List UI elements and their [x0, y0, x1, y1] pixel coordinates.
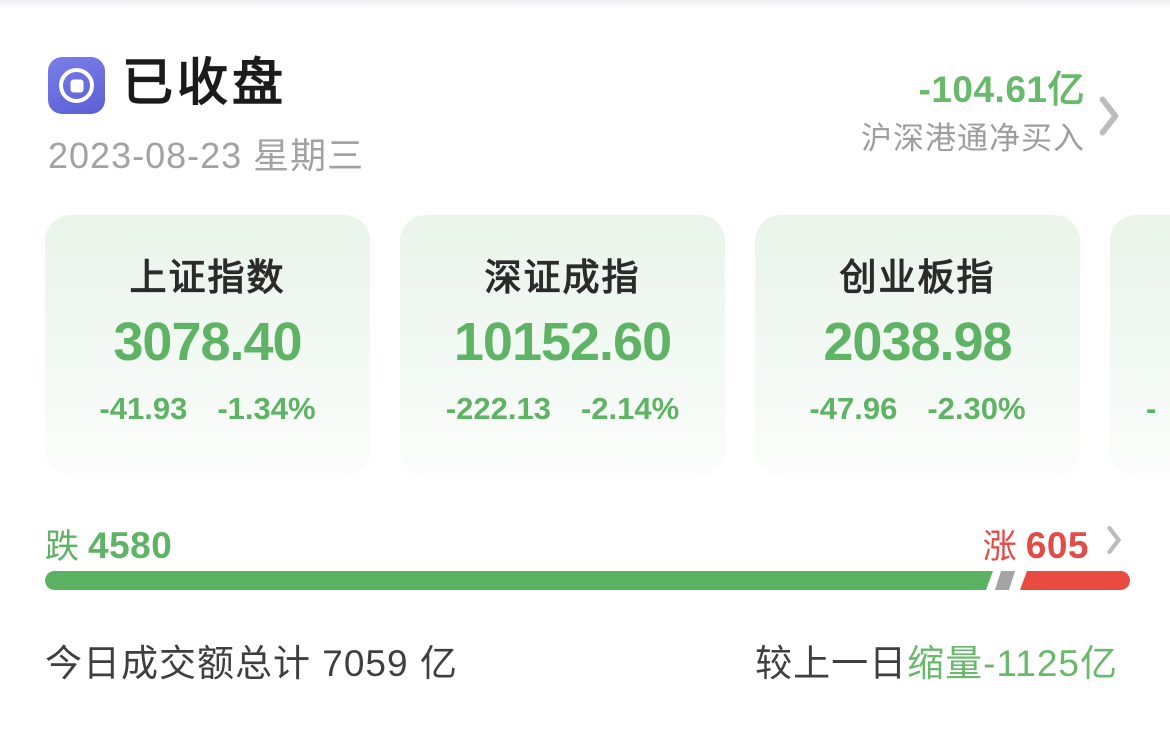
index-change-row: -222.13 -2.14%	[400, 391, 725, 427]
index-value	[1110, 313, 1170, 371]
index-value: 2038.98	[823, 312, 1012, 372]
index-change-row: -41.93 -1.34%	[45, 391, 370, 427]
breadth-bar-decliners-segment	[45, 571, 993, 590]
chevron-right-icon[interactable]	[1098, 95, 1120, 137]
today-turnover-text: 今日成交额总计 7059 亿	[45, 643, 458, 684]
index-value: 10152.60	[453, 312, 672, 372]
advancers-label: 涨	[982, 528, 1017, 566]
top-edge-divider	[0, 0, 1170, 10]
index-change-pct: -2.14%	[580, 391, 680, 426]
advancers-number: 605	[1025, 525, 1089, 566]
market-status-title: 已收盘	[122, 54, 288, 111]
index-change-pct: -2.30%	[927, 391, 1026, 426]
index-card-chinext[interactable]: 创业板指 2038.98 -47.96 -2.30%	[755, 215, 1080, 477]
index-name: 创业板指	[839, 257, 996, 298]
index-value: 3078.40	[113, 312, 302, 372]
index-change-row: -47.96 -2.30%	[755, 391, 1080, 427]
decliners-label: 跌	[45, 528, 79, 566]
northbound-net-buy-label: 沪深港通净买入	[861, 121, 1085, 156]
index-change-pct: -1.34%	[217, 391, 316, 426]
index-card-shanghai[interactable]: 上证指数 3078.40 -41.93 -1.34%	[45, 215, 370, 477]
index-change: -	[1146, 391, 1157, 426]
index-change-row: -	[1110, 391, 1170, 427]
record-circle-icon	[59, 68, 94, 103]
breadth-bar-advancers-segment	[1020, 571, 1130, 590]
chevron-right-icon[interactable]	[1106, 523, 1122, 557]
vs-prev-value: 缩量-1125亿	[907, 643, 1118, 684]
advancers-count[interactable]: 涨 605	[983, 519, 1122, 566]
index-change: -41.93	[99, 391, 188, 426]
index-change: -222.13	[445, 391, 551, 426]
breadth-bar-flat-segment	[994, 571, 1016, 590]
trade-date: 2023-08-23 星期三	[48, 135, 365, 176]
market-status-icon	[48, 57, 105, 114]
index-name	[1110, 257, 1170, 299]
index-change: -47.96	[809, 391, 898, 426]
northbound-net-buy-value: -104.61亿	[918, 69, 1085, 110]
decliners-number: 4580	[88, 525, 173, 566]
decliners-count: 跌 4580	[45, 519, 172, 566]
index-card-partial[interactable]: -	[1110, 215, 1170, 477]
market-breadth-bar	[45, 571, 1130, 590]
vs-prev-label: 较上一日	[755, 643, 908, 684]
index-card-shenzhen[interactable]: 深证成指 10152.60 -222.13 -2.14%	[400, 215, 725, 477]
index-name: 深证成指	[484, 257, 641, 298]
turnover-vs-prev: 较上一日 缩量-1125亿	[755, 640, 1118, 688]
index-name: 上证指数	[129, 257, 286, 298]
